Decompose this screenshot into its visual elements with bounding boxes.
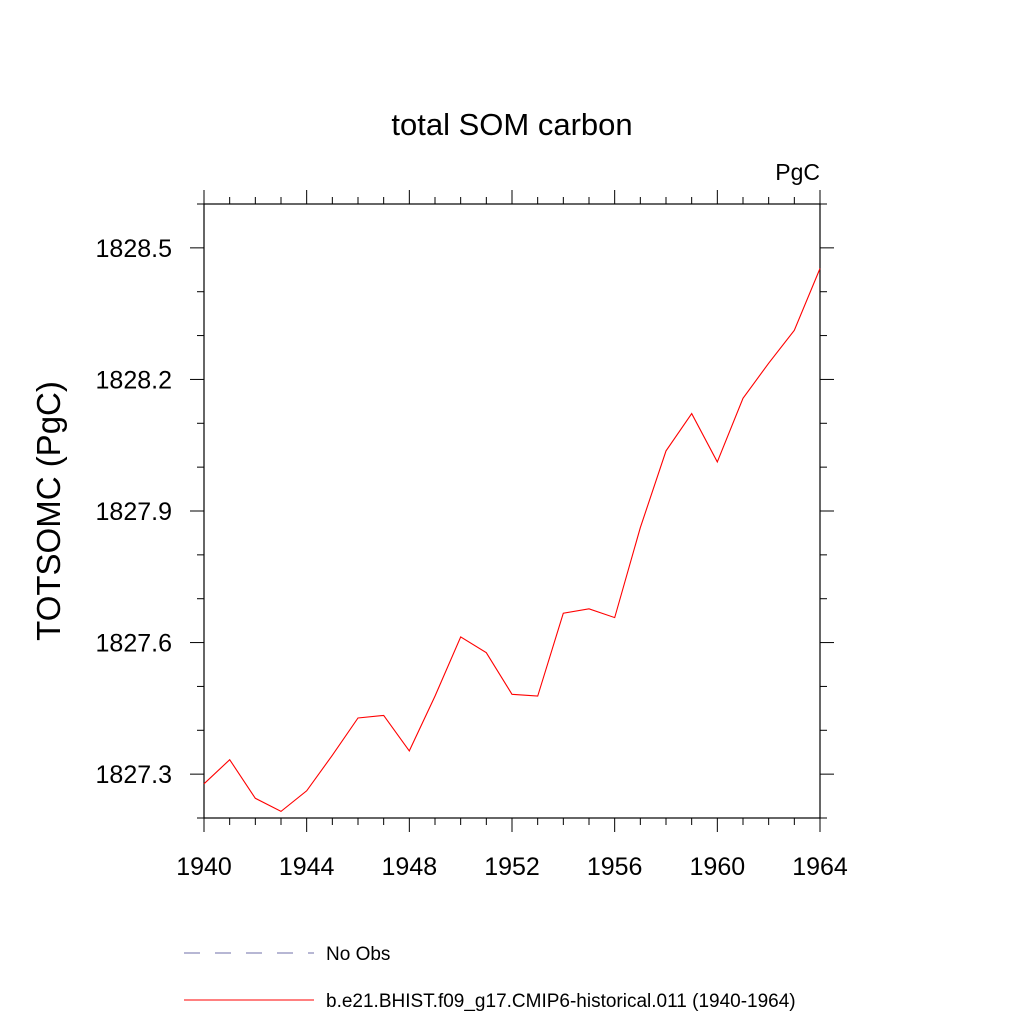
y-tick-label: 1828.5	[96, 235, 172, 263]
x-tick-label: 1940	[176, 853, 232, 881]
x-tick-label: 1944	[279, 853, 335, 881]
legend-label: b.e21.BHIST.f09_g17.CMIP6-historical.011…	[326, 991, 796, 1012]
x-tick-label: 1956	[587, 853, 643, 881]
legend: No Obs b.e21.BHIST.f09_g17.CMIP6-historic…	[184, 944, 796, 1012]
x-tick-label: 1960	[690, 853, 746, 881]
axes-frame	[203, 203, 821, 819]
plot-area	[203, 268, 821, 813]
x-tick-label: 1964	[792, 853, 848, 881]
chart-title: total SOM carbon	[391, 107, 632, 142]
units-label: PgC	[775, 159, 820, 185]
x-axis: 1940 1944 1948 1952 1956 1960 1964	[176, 190, 848, 881]
series-line	[203, 268, 821, 813]
y-tick-label: 1828.2	[96, 366, 172, 394]
y-axis: 1827.3 1827.6 1827.9 1828.2 1828.5	[96, 203, 834, 819]
x-tick-label: 1948	[382, 853, 438, 881]
y-axis-label: TOTSOMC (PgC)	[30, 381, 67, 641]
y-tick-label: 1827.6	[96, 630, 172, 658]
y-tick-label: 1827.9	[96, 498, 172, 526]
y-tick-label: 1827.3	[96, 761, 172, 789]
legend-label: No Obs	[326, 944, 390, 965]
x-tick-label: 1952	[484, 853, 540, 881]
plot-frame	[203, 203, 821, 819]
